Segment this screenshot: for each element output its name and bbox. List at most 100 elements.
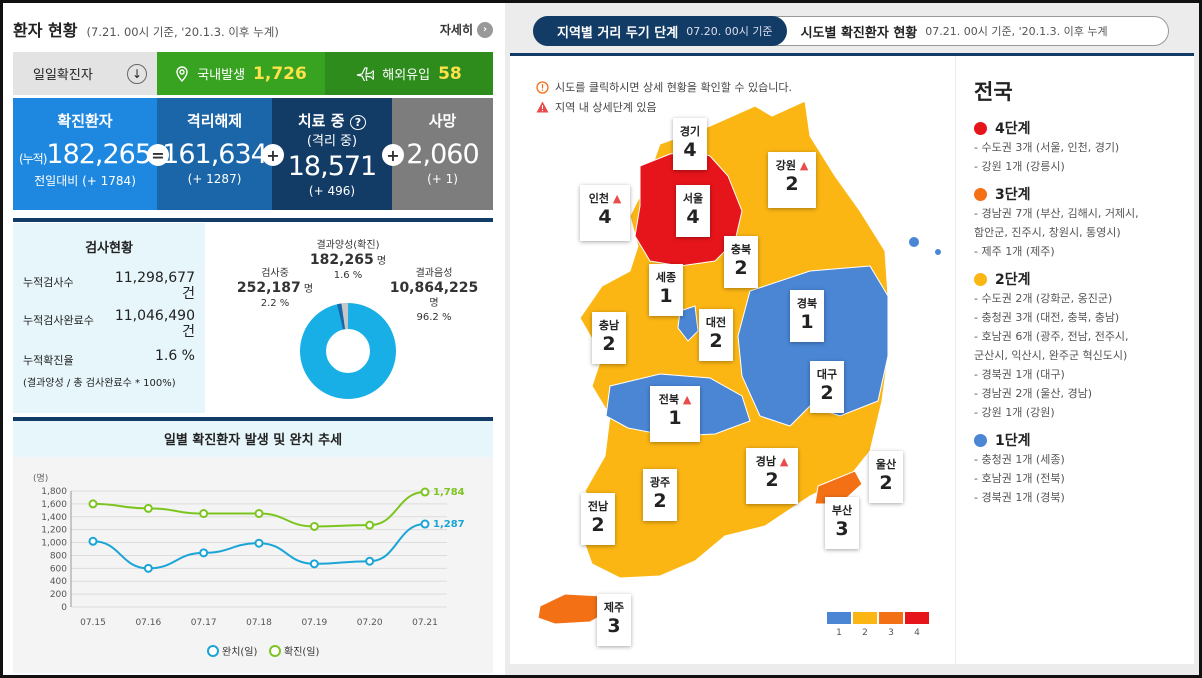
region-level: 2 bbox=[709, 330, 723, 352]
level-label: 1단계 bbox=[995, 433, 1031, 449]
tab-province-sub: 07.21. 00시 기준, '20.1.3. 이후 누계 bbox=[925, 25, 1108, 38]
region-card[interactable]: 대전 2 bbox=[699, 309, 733, 361]
y-unit-label: (명) bbox=[33, 473, 48, 484]
x-tick-label: 07.19 bbox=[301, 618, 327, 628]
negative-label-group: 결과음성 10,864,225 명 96.2 % bbox=[381, 267, 487, 325]
level-item: - 강원 1개 (강릉시) bbox=[974, 160, 1065, 173]
level-item: 함안군, 진주시, 창원시, 통영시) bbox=[974, 226, 1121, 239]
nation-levels-panel: 전국 4단계 - 수도권 3개 (서울, 인천, 경기) - 강원 1개 (강릉… bbox=[956, 56, 1194, 664]
region-card[interactable]: 광주 2 bbox=[643, 469, 677, 521]
region-name: 대구 bbox=[816, 368, 838, 381]
released-title: 격리해제 bbox=[186, 112, 243, 130]
region-card[interactable]: 전북 ▲ 1 bbox=[650, 386, 700, 442]
series-point bbox=[199, 509, 209, 519]
region-card[interactable]: 강원 ▲ 2 bbox=[768, 152, 816, 208]
confirmed-change: 전일대비 (+ 1784) bbox=[34, 174, 136, 188]
series-point bbox=[143, 503, 153, 513]
test-row-value: 11,298,677 bbox=[114, 270, 195, 286]
region-name: 경기 bbox=[679, 125, 701, 138]
tab-province-title: 시도별 확진환자 현황 bbox=[800, 25, 918, 41]
location-pin-icon bbox=[176, 65, 188, 82]
region-card[interactable]: 전남 2 bbox=[581, 493, 615, 545]
map-warn-text: 지역 내 상세단계 있음 bbox=[555, 101, 657, 114]
overseas-value: 58 bbox=[438, 63, 462, 84]
map-region-sejong[interactable] bbox=[677, 305, 699, 342]
test-row: 누적확진율 1.6 % bbox=[23, 348, 195, 368]
treating-value: 18,571 bbox=[287, 151, 377, 182]
patient-status-panel: 환자 현황 (7.21. 00시 기준, '20.1.3. 이후 누계) 자세히… bbox=[3, 3, 503, 675]
testing-label: 검사중 bbox=[261, 268, 289, 279]
series-point bbox=[254, 538, 264, 548]
more-button[interactable]: 자세히 › bbox=[440, 21, 493, 38]
confirmed-card: 확진환자 (누적)182,265 전일대비 (+ 1784) = bbox=[13, 98, 169, 210]
negative-label: 결과음성 bbox=[415, 268, 453, 279]
region-card[interactable]: 충북 2 bbox=[724, 236, 758, 288]
region-card[interactable]: 인천 ▲ 4 bbox=[580, 185, 630, 241]
domestic-value: 1,726 bbox=[253, 63, 307, 84]
region-card[interactable]: 울산 2 bbox=[869, 451, 903, 503]
level-item: - 수도권 3개 (서울, 인천, 경기) bbox=[974, 141, 1120, 154]
legend-marker bbox=[207, 645, 219, 657]
tab-distancing-level[interactable]: 지역별 거리 두기 단계 07.20. 00시 기준 bbox=[533, 16, 787, 46]
map-warn-note: 지역 내 상세단계 있음 bbox=[536, 99, 657, 115]
region-card[interactable]: 경북 1 bbox=[790, 290, 824, 342]
test-donut-chart bbox=[300, 303, 396, 399]
test-row-unit: 건 bbox=[182, 324, 195, 340]
scale-swatch-4 bbox=[905, 612, 929, 624]
series-point bbox=[365, 520, 375, 530]
level-dot bbox=[974, 121, 987, 135]
warning-icon: ▲ bbox=[612, 192, 622, 205]
region-name: 부산 bbox=[831, 504, 853, 517]
x-tick-label: 07.20 bbox=[357, 618, 383, 628]
region-card[interactable]: 서울 4 bbox=[676, 185, 710, 237]
level-item: - 강원 1개 (강원) bbox=[974, 406, 1055, 419]
test-note: (결과양성 / 총 검사완료수 * 100%) bbox=[23, 378, 176, 389]
confirmed-prefix: (누적) bbox=[18, 152, 47, 166]
korea-map bbox=[537, 100, 941, 625]
test-row-value: 11,046,490 bbox=[114, 308, 195, 324]
map-region-busan[interactable] bbox=[814, 470, 863, 505]
daily-domestic: 국내발생 1,726 bbox=[157, 52, 325, 95]
level-item: - 충청권 3개 (대전, 충북, 충남) bbox=[974, 311, 1120, 324]
trend-line-chart: (명) 0 200 400 600 800 1,000 1,200 1,400 1,600 1,80… bbox=[33, 473, 465, 658]
negative-unit: 명 bbox=[429, 298, 439, 309]
legend-label: 확진(일) bbox=[284, 646, 320, 658]
region-level: 2 bbox=[785, 173, 799, 195]
deaths-change: (+ 1) bbox=[427, 172, 458, 186]
region-name: 세종 bbox=[655, 271, 677, 284]
level-dot bbox=[974, 187, 987, 201]
region-card[interactable]: 제주 3 bbox=[597, 594, 631, 646]
region-level: 2 bbox=[820, 382, 834, 404]
treating-title: 치료 중 bbox=[297, 112, 345, 130]
confirmed-value: 182,265 bbox=[46, 139, 152, 170]
y-tick-label: 200 bbox=[50, 590, 67, 600]
level-item: 군산시, 익산시, 완주군 혁신도시) bbox=[974, 349, 1128, 362]
y-tick-label: 400 bbox=[50, 577, 67, 587]
series-last-label: 1,784 bbox=[433, 487, 465, 498]
y-tick-label: 1,600 bbox=[41, 500, 67, 510]
region-card[interactable]: 대구 2 bbox=[810, 361, 844, 413]
region-card[interactable]: 세종 1 bbox=[649, 264, 683, 316]
daily-toggle[interactable]: 일일확진자 ↓ bbox=[13, 52, 157, 95]
help-icon[interactable]: ? bbox=[349, 115, 367, 130]
tab-province-status[interactable]: 시도별 확진환자 현황 07.21. 00시 기준, '20.1.3. 이후 누… bbox=[787, 22, 1108, 41]
region-card[interactable]: 충남 2 bbox=[592, 312, 626, 364]
legend-label: 완치(일) bbox=[222, 646, 258, 658]
level-item: - 경남권 7개 (부산, 김해시, 거제시, bbox=[974, 207, 1139, 220]
region-card[interactable]: 부산 3 bbox=[825, 497, 859, 549]
deaths-card: 사망 2,060 (+ 1) bbox=[392, 98, 493, 210]
more-label: 자세히 bbox=[439, 23, 473, 37]
test-donut-area: 결과양성(확진) 182,265 명 1.6 % 검사중 252,187 명 2… bbox=[205, 223, 493, 413]
y-tick-label: 800 bbox=[50, 551, 67, 561]
level-label: 3단계 bbox=[995, 187, 1031, 203]
overseas-label: 해외유입 bbox=[382, 68, 431, 83]
region-card[interactable]: 경기 4 bbox=[673, 118, 707, 170]
warning-icon: ▲ bbox=[682, 393, 692, 406]
region-level: 1 bbox=[659, 285, 673, 307]
treating-card: 치료 중 ? (격리 중) 18,571 (+ 496) + bbox=[272, 98, 404, 210]
test-title: 검사현황 bbox=[85, 241, 133, 256]
map-region-gyeongbuk[interactable] bbox=[737, 265, 889, 427]
region-card[interactable]: 경남 ▲ 2 bbox=[746, 448, 798, 504]
nation-title: 전국 bbox=[974, 80, 1013, 104]
